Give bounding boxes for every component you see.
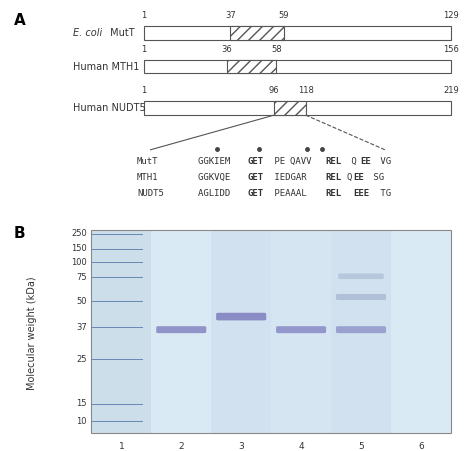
Text: Human MTH1: Human MTH1 xyxy=(73,61,139,72)
Text: MTH1: MTH1 xyxy=(137,173,158,182)
Text: 100: 100 xyxy=(71,258,87,267)
Text: EE: EE xyxy=(354,173,364,182)
Text: 6: 6 xyxy=(418,442,424,451)
Bar xyxy=(151,230,211,433)
Text: 250: 250 xyxy=(71,229,87,238)
Text: 25: 25 xyxy=(76,354,87,364)
Bar xyxy=(211,230,271,433)
FancyBboxPatch shape xyxy=(216,313,266,320)
Text: 37: 37 xyxy=(76,323,87,332)
Text: EE: EE xyxy=(361,157,371,166)
Text: 3: 3 xyxy=(238,442,244,451)
Text: PE: PE xyxy=(269,157,285,166)
Text: 2: 2 xyxy=(178,442,184,451)
Text: 36: 36 xyxy=(221,45,232,54)
Text: 10: 10 xyxy=(76,417,87,426)
Text: QAVV: QAVV xyxy=(290,157,317,166)
Bar xyxy=(230,26,284,40)
Text: REL: REL xyxy=(325,157,341,166)
Text: GET: GET xyxy=(248,173,264,182)
Text: B: B xyxy=(14,226,26,241)
Text: GGKVQE: GGKVQE xyxy=(198,173,236,182)
Text: E. coli: E. coli xyxy=(73,28,102,38)
Text: 1: 1 xyxy=(118,442,124,451)
Text: TG: TG xyxy=(374,189,391,198)
Text: GGKIEM: GGKIEM xyxy=(198,157,236,166)
FancyBboxPatch shape xyxy=(336,294,386,300)
Text: VG: VG xyxy=(374,157,391,166)
Text: 1: 1 xyxy=(141,11,146,20)
Text: 5: 5 xyxy=(358,442,364,451)
Text: 1: 1 xyxy=(141,45,146,54)
Text: REL: REL xyxy=(325,173,341,182)
FancyBboxPatch shape xyxy=(156,326,206,333)
Text: 118: 118 xyxy=(298,86,313,95)
Text: PEAAAL: PEAAAL xyxy=(269,189,312,198)
Text: 96: 96 xyxy=(269,86,280,95)
Bar xyxy=(274,101,306,115)
Text: 37: 37 xyxy=(225,11,236,20)
Bar xyxy=(391,230,451,433)
Text: GET: GET xyxy=(248,189,264,198)
Text: 150: 150 xyxy=(71,244,87,253)
Text: 50: 50 xyxy=(76,297,87,306)
Bar xyxy=(144,101,451,115)
Text: Q: Q xyxy=(346,173,352,182)
FancyBboxPatch shape xyxy=(338,273,384,279)
Text: 219: 219 xyxy=(443,86,459,95)
Bar xyxy=(91,230,151,433)
Text: REL: REL xyxy=(325,189,341,198)
Text: EEE: EEE xyxy=(354,189,370,198)
Text: 59: 59 xyxy=(279,11,289,20)
Text: 1: 1 xyxy=(141,86,146,95)
Text: IEDGAR: IEDGAR xyxy=(269,173,312,182)
Text: NUDT5: NUDT5 xyxy=(137,189,164,198)
Text: 129: 129 xyxy=(443,11,459,20)
Text: Q: Q xyxy=(346,157,357,166)
Text: AGLIDD: AGLIDD xyxy=(198,189,236,198)
Text: GET: GET xyxy=(248,157,264,166)
Text: 4: 4 xyxy=(298,442,304,451)
Text: 15: 15 xyxy=(76,399,87,408)
Bar xyxy=(331,230,391,433)
Bar xyxy=(91,230,451,433)
Text: 75: 75 xyxy=(76,273,87,282)
Text: 156: 156 xyxy=(443,45,459,54)
FancyBboxPatch shape xyxy=(276,326,326,333)
Bar xyxy=(227,60,276,74)
Text: 58: 58 xyxy=(271,45,282,54)
Text: SG: SG xyxy=(368,173,384,182)
Bar xyxy=(144,26,451,40)
Text: MutT: MutT xyxy=(107,28,135,38)
Text: MutT: MutT xyxy=(137,157,158,166)
Bar xyxy=(144,60,451,74)
FancyBboxPatch shape xyxy=(336,326,386,333)
Bar xyxy=(271,230,331,433)
Text: Human NUDT5: Human NUDT5 xyxy=(73,103,146,113)
Bar xyxy=(91,230,451,433)
Text: Molecular weight (kDa): Molecular weight (kDa) xyxy=(27,276,37,390)
Text: A: A xyxy=(14,13,26,28)
